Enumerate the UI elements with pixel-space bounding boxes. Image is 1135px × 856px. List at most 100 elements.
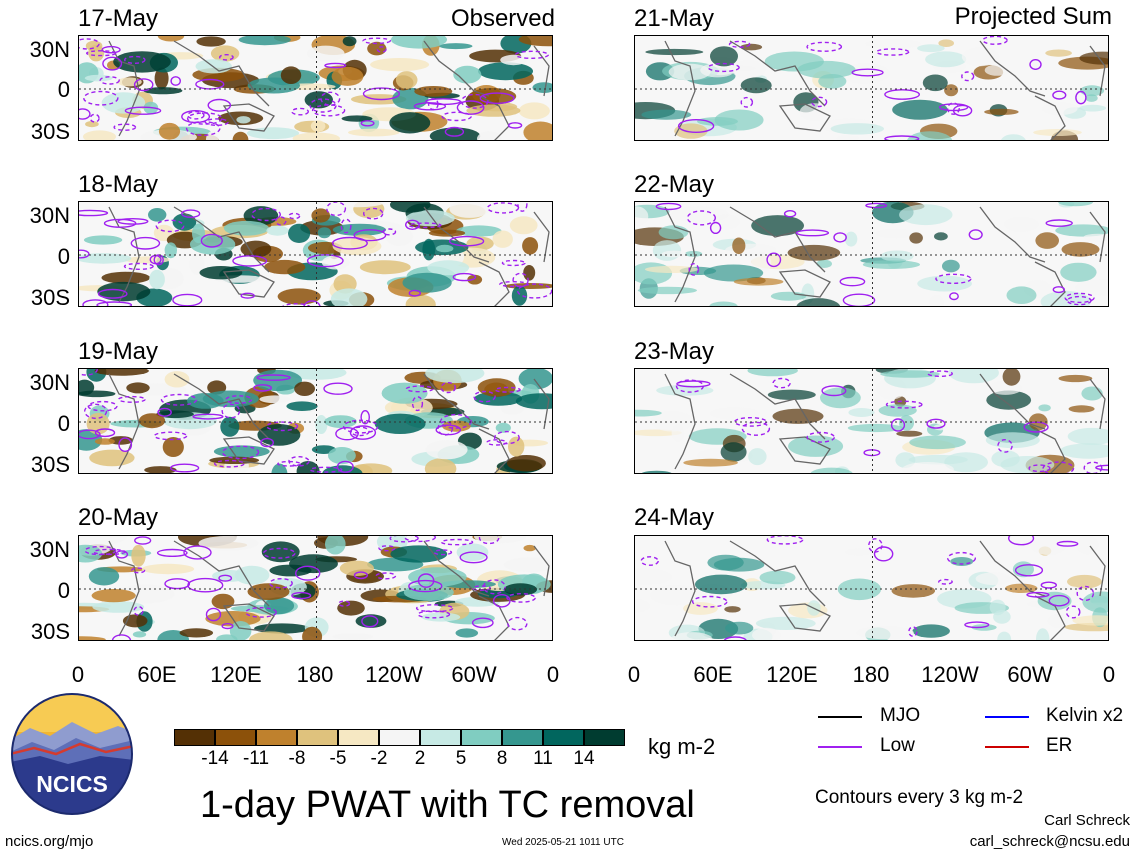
coastline [423, 40, 490, 97]
anomaly-patch [856, 626, 914, 640]
anomaly-patch [695, 574, 748, 595]
low-contour [1028, 464, 1051, 473]
anomaly-patch [503, 557, 552, 573]
x-tick-120w: 120W [365, 662, 423, 687]
low-contour [439, 413, 472, 429]
chart-title: 1-day PWAT with TC removal [200, 784, 695, 826]
y-tick-30n: 30N [29, 537, 70, 562]
coastline [664, 206, 696, 303]
coastline [979, 40, 1046, 97]
anomaly-patch [747, 369, 798, 377]
anomaly-patch [331, 66, 364, 86]
low-contour [117, 217, 149, 225]
anomaly-patch [439, 43, 473, 50]
anomaly-patch [199, 266, 243, 280]
low-contour [473, 390, 496, 403]
low-contour [740, 96, 754, 108]
anomaly-patch [740, 77, 772, 94]
legend-line-kelvin [985, 716, 1029, 718]
anomaly-patch [899, 415, 914, 431]
anomaly-patch [157, 36, 185, 42]
low-contour [256, 374, 291, 381]
x-tick-120w: 120W [921, 662, 979, 687]
low-contour [1056, 540, 1079, 547]
anomaly-patch [944, 452, 988, 473]
low-contour [134, 536, 152, 545]
map-panel [634, 535, 1109, 641]
anomaly-patch [740, 43, 763, 51]
anomaly-patch [896, 430, 923, 437]
low-contour [952, 104, 973, 117]
x-tick-0-end: 0 [546, 662, 560, 687]
anomaly-patch [477, 131, 502, 140]
coastline [1034, 95, 1066, 140]
anomaly-patch [820, 387, 861, 409]
low-contour [806, 431, 835, 443]
anomaly-patch [391, 36, 447, 49]
anomaly-patch [509, 216, 538, 235]
colorbar-swatch [543, 729, 584, 746]
y-tick-30s: 30S [30, 452, 70, 477]
y-tick-0: 0 [57, 411, 70, 436]
anomaly-patch [425, 440, 468, 460]
anomaly-patch [518, 102, 550, 120]
low-contour [1040, 581, 1057, 589]
anomaly-patch [650, 585, 704, 606]
low-contour [260, 437, 275, 448]
anomaly-patch [865, 39, 921, 49]
low-contour [448, 235, 485, 247]
low-contour [688, 263, 700, 276]
anomaly-patch [385, 227, 414, 246]
anomaly-patch [148, 208, 167, 222]
low-contour [79, 209, 109, 217]
anomaly-patch [764, 51, 824, 72]
anomaly-patch [264, 259, 306, 275]
anomaly-patch [189, 253, 205, 275]
anomaly-patch [257, 424, 301, 446]
anomaly-patch [1002, 369, 1021, 386]
anomaly-patch [325, 536, 346, 555]
low-contour [471, 617, 494, 629]
coastline [533, 211, 550, 263]
low-contour [181, 209, 201, 219]
coastline [423, 540, 490, 597]
anomaly-patch [330, 288, 368, 306]
low-contour [501, 259, 526, 267]
low-contour [84, 545, 117, 556]
coastline [729, 40, 826, 107]
anomaly-patch [984, 108, 1019, 115]
anomaly-patch [456, 225, 502, 237]
low-contour [311, 104, 346, 117]
low-contour [459, 551, 488, 564]
coastline [173, 40, 270, 107]
anomaly-patch [1047, 614, 1068, 628]
anomaly-patch [989, 599, 1006, 616]
coastline [979, 206, 1046, 263]
anomaly-patch [892, 99, 948, 120]
anomaly-patch [876, 228, 914, 239]
low-contour [517, 283, 552, 299]
anomaly-patch [210, 45, 240, 62]
anomaly-patch [733, 277, 784, 286]
ncics-logo: NCICS [11, 693, 133, 815]
anomaly-patch [315, 415, 328, 434]
map-field [79, 369, 552, 473]
date-label-obs-4: 20-May [78, 504, 159, 531]
low-contour [964, 621, 990, 629]
anomaly-patch [683, 458, 738, 467]
low-contour [1029, 59, 1042, 71]
low-contour [675, 379, 704, 393]
low-contour [382, 228, 397, 236]
anomaly-patch [1060, 262, 1097, 282]
anomaly-patch [83, 235, 123, 245]
anomaly-patch [836, 135, 859, 140]
anomaly-patch [661, 250, 687, 258]
coastline [423, 206, 490, 263]
anomaly-patch [84, 74, 113, 82]
y-tick-0: 0 [57, 244, 70, 269]
anomaly-patch [942, 259, 960, 273]
map-field [79, 202, 552, 306]
low-contour [118, 437, 133, 452]
y-tick-30s: 30S [30, 119, 70, 144]
coastline [1034, 428, 1066, 473]
